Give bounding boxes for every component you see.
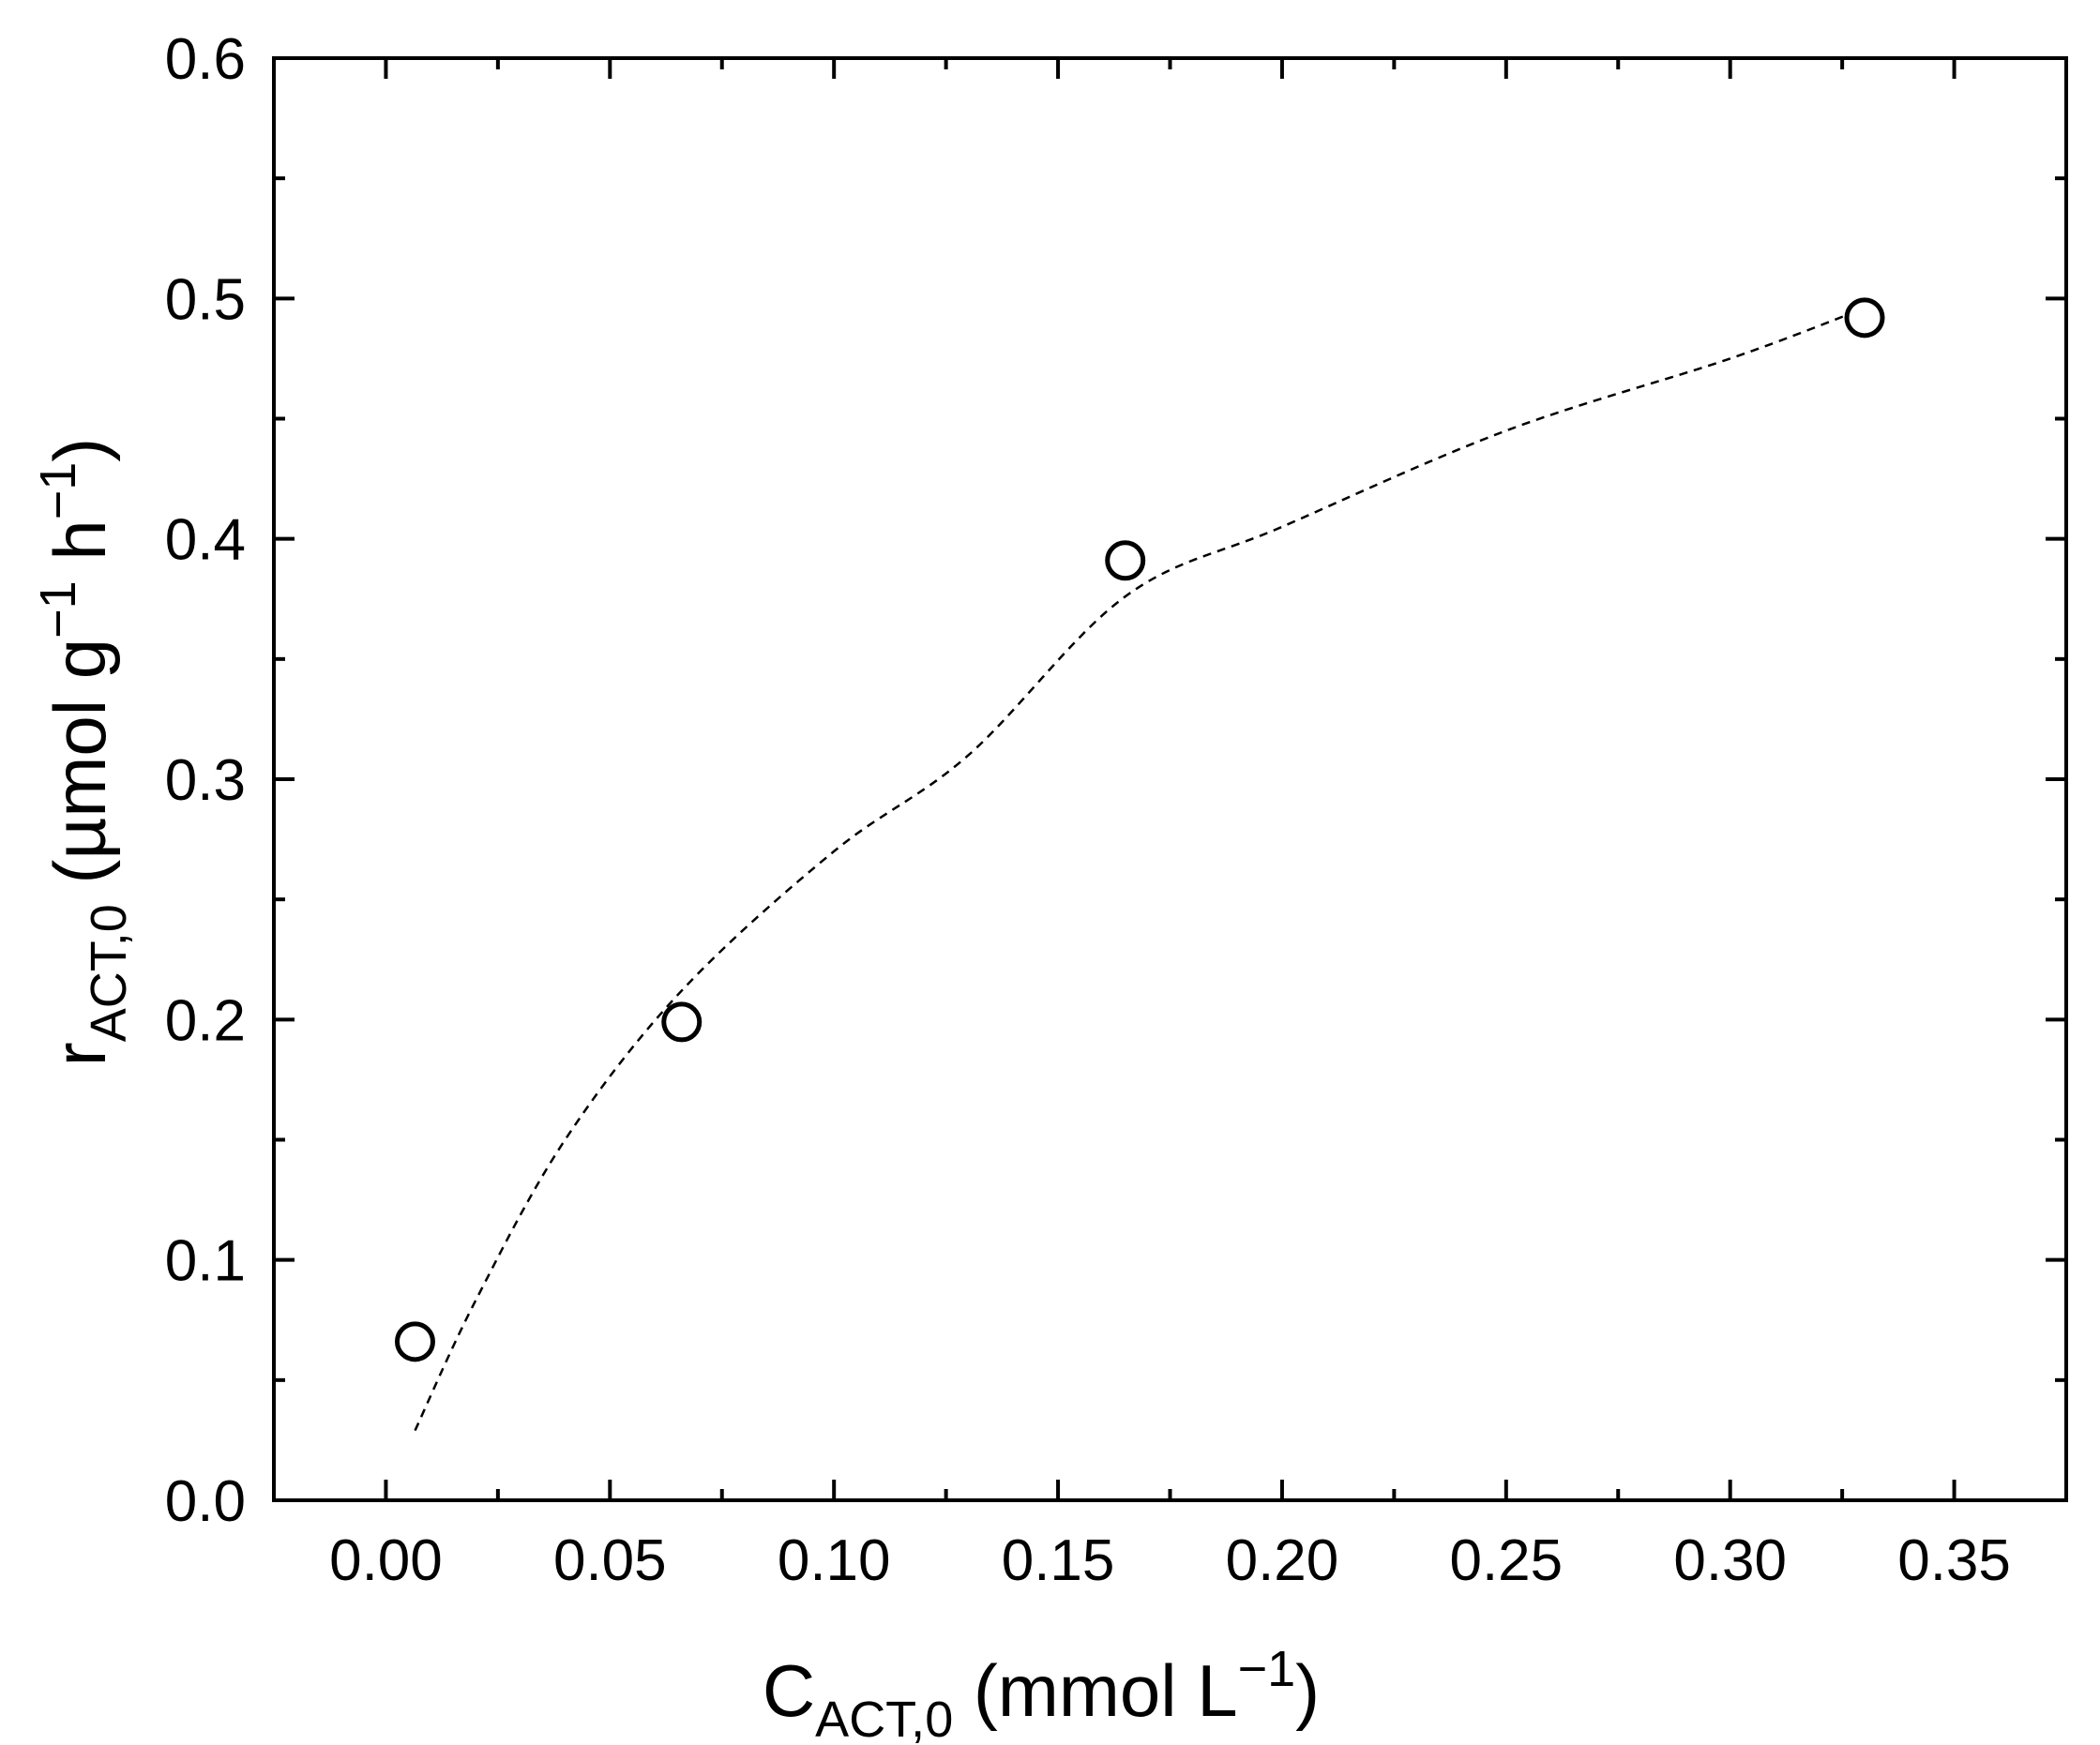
- x-tick-label: 0.05: [553, 1528, 667, 1593]
- y-axis-title: rACT,0 (µmol g−1 h−1): [30, 438, 137, 1067]
- major-ticks: [274, 56, 2066, 1502]
- fit-curve: [414, 307, 1866, 1432]
- x-tick-labels: 0.00 0.05 0.10 0.15 0.20 0.25 0.30 0.35: [329, 1528, 2011, 1593]
- y-axis-title-sup2: −1: [30, 462, 86, 520]
- y-axis-title-close: ): [38, 438, 121, 462]
- fit-curve-layer: [414, 307, 1866, 1432]
- x-tick-label: 0.20: [1226, 1528, 1339, 1593]
- y-axis-title-mid: h: [38, 519, 121, 580]
- y-tick-label: 0.2: [165, 988, 246, 1053]
- y-tick-label: 0.3: [165, 748, 246, 813]
- y-axis-title-sup1: −1: [30, 580, 86, 639]
- y-tick-label: 0.6: [165, 27, 246, 92]
- y-tick-label: 0.0: [165, 1469, 246, 1534]
- x-axis-title-close: ): [1295, 1649, 1320, 1732]
- plot-frame: [272, 56, 2068, 1502]
- x-tick-label: 0.15: [1002, 1528, 1115, 1593]
- data-point: [661, 1001, 703, 1043]
- data-point: [394, 1321, 435, 1362]
- y-axis-title-unit: (µmol g: [38, 639, 121, 904]
- data-point: [1105, 540, 1146, 581]
- y-tick-label: 0.1: [165, 1229, 246, 1294]
- data-point: [1844, 297, 1885, 338]
- x-axis-title-sub: ACT,0: [815, 1692, 953, 1745]
- x-axis-title-sup: −1: [1238, 1641, 1296, 1697]
- y-tick-label: 0.4: [165, 508, 246, 573]
- x-tick-label: 0.00: [329, 1528, 443, 1593]
- x-tick-label: 0.25: [1449, 1528, 1563, 1593]
- minor-ticks: [272, 58, 2068, 1500]
- y-tick-labels: 0.0 0.1 0.2 0.3 0.4 0.5 0.6: [165, 27, 246, 1534]
- x-axis-title: CACT,0 (mmol L−1): [763, 1641, 1320, 1745]
- data-points-layer: [394, 297, 1885, 1362]
- x-axis-title-main: C: [763, 1649, 815, 1732]
- x-tick-label: 0.30: [1673, 1528, 1787, 1593]
- y-tick-label: 0.5: [165, 267, 246, 332]
- x-tick-label: 0.35: [1897, 1528, 2011, 1593]
- x-tick-label: 0.10: [778, 1528, 891, 1593]
- y-axis-title-main: r: [38, 1042, 121, 1066]
- x-axis-title-unit: (mmol L: [953, 1649, 1237, 1732]
- y-axis-title-sub: ACT,0: [81, 904, 137, 1042]
